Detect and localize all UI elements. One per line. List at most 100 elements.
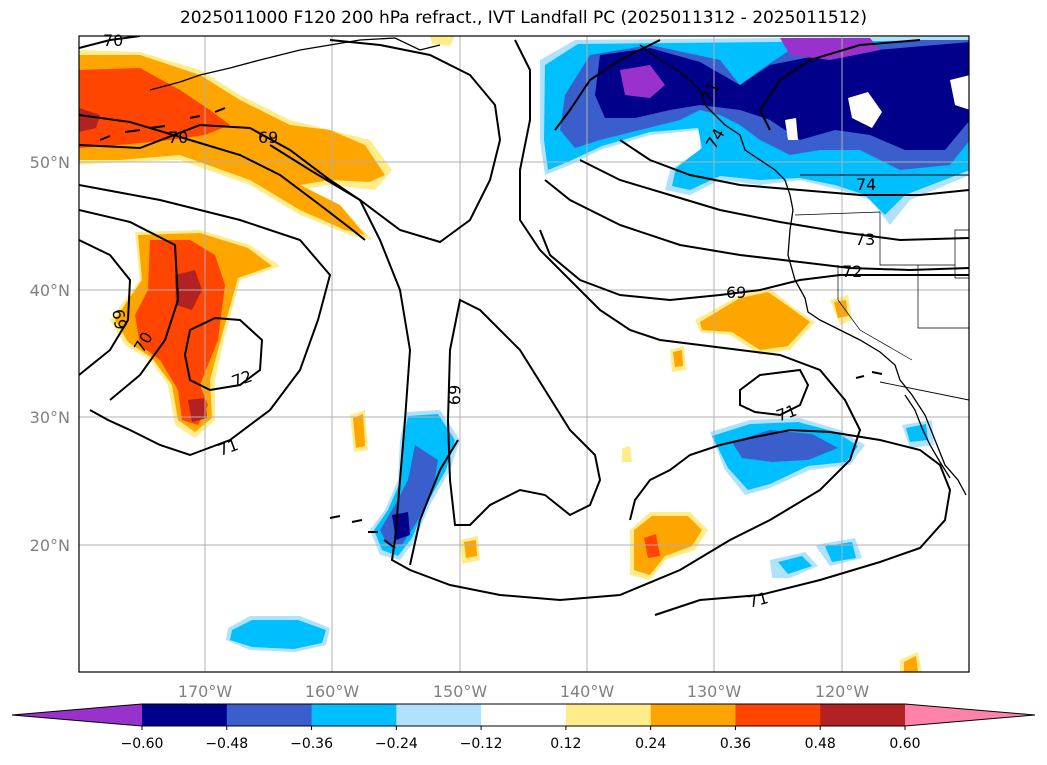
negative-region-ne-4 <box>595 42 969 150</box>
coast-baja <box>904 394 951 479</box>
positive-region-s-5 <box>464 540 477 558</box>
positive-region-n <box>430 36 455 46</box>
contour-73-e <box>579 159 969 242</box>
coast-aleutians <box>99 107 226 141</box>
positive-region-e-2 <box>700 292 810 350</box>
colorbar-segment <box>481 704 567 726</box>
colorbar-tick-label: −0.36 <box>290 736 333 752</box>
contour-70-w <box>79 209 180 401</box>
lat-tick-label: 50°N <box>30 153 70 172</box>
coast-islands <box>329 371 883 549</box>
colorbar-tick-label: 0.60 <box>889 736 920 752</box>
contour-71-w <box>79 184 332 457</box>
contour-label: 70 <box>168 128 188 147</box>
lat-tick-labels: 50°N 40°N 30°N 20°N <box>30 153 70 555</box>
negative-region-s-2 <box>778 556 812 574</box>
contours <box>79 36 969 616</box>
contour-71-s <box>629 428 952 616</box>
positive-region-c-5 <box>904 656 918 672</box>
colorbar-tick-label: 0.48 <box>805 736 836 752</box>
colorbar-segment <box>650 704 736 726</box>
colorbar-tick-label: −0.48 <box>205 736 248 752</box>
negative-region-ne-9 <box>950 75 969 110</box>
lon-tick-labels: 170°W 160°W 150°W 140°W 130°W 120°W <box>178 682 870 701</box>
contour-74-e <box>619 139 969 196</box>
positive-region-e-4 <box>834 300 848 318</box>
contour-71-se <box>409 439 459 566</box>
positive-region-e-6 <box>673 350 683 367</box>
positive-region-w-3 <box>135 240 225 425</box>
colorbar-segment <box>565 704 652 726</box>
border-us-mexico <box>879 381 969 401</box>
colorbar-segment <box>396 704 482 726</box>
colorbar-tick-label: −0.12 <box>460 736 503 752</box>
border-states <box>794 211 969 361</box>
lon-tick-label: 120°W <box>815 682 870 701</box>
coast-alaska <box>149 37 441 91</box>
lat-tick-label: 20°N <box>30 536 70 555</box>
figure-title: 2025011000 F120 200 hPa refract., IVT La… <box>179 8 867 28</box>
colorbar-extend-low <box>12 704 142 726</box>
positive-region-s-3 <box>644 534 660 558</box>
colorbar-segment <box>735 704 821 726</box>
lon-tick-label: 160°W <box>305 682 360 701</box>
colorbar-segment <box>311 704 397 726</box>
lon-tick-label: 130°W <box>687 682 742 701</box>
colorbar: −0.60 −0.48 −0.36 −0.24 −0.12 0.12 0.24 0.36 0.4… <box>11 703 1036 752</box>
lon-tick-label: 170°W <box>178 682 233 701</box>
colorbar-segment <box>226 704 313 726</box>
lat-tick-label: 30°N <box>30 408 70 427</box>
map-frame <box>78 35 970 673</box>
negative-region-se-3 <box>732 430 838 462</box>
contour-69-w <box>79 239 132 376</box>
contour-74-n <box>758 39 921 131</box>
coast-northwest <box>639 44 967 496</box>
lon-tick-label: 150°W <box>433 682 488 701</box>
contour-69-inner <box>446 298 602 526</box>
contour-label: 71 <box>746 588 771 612</box>
contour-label: 74 <box>856 175 876 194</box>
positive-region-w-5 <box>188 398 207 422</box>
contour-label: 69 <box>445 384 465 405</box>
contour-70-north <box>79 36 141 49</box>
contour-label: 69 <box>726 283 746 302</box>
positive-region-c-2 <box>353 414 365 448</box>
contour-label: 70 <box>103 31 123 50</box>
contour-72-w <box>183 316 264 392</box>
colorbar-extend-high <box>905 704 1035 726</box>
contour-label: 73 <box>855 230 875 249</box>
filled-field <box>79 36 969 672</box>
colorbar-tick-label: 0.36 <box>720 736 751 752</box>
negative-region-ne-5 <box>620 65 665 98</box>
colorbar-segment <box>820 704 906 726</box>
positive-region-c-3 <box>622 446 632 462</box>
positive-region-nw-4 <box>79 108 100 132</box>
negative-region-s-4 <box>825 542 856 562</box>
contour-ridge <box>269 39 502 244</box>
contour-label: 72 <box>842 262 862 281</box>
negative-region-ne-7 <box>848 92 882 128</box>
colorbar-tick-label: −0.24 <box>375 736 418 752</box>
colorbar-segment <box>142 704 228 726</box>
colorbar-tick-label: −0.60 <box>121 736 164 752</box>
lat-tick-label: 40°N <box>30 281 70 300</box>
coastlines <box>99 37 969 549</box>
negative-region-ne-8 <box>785 118 798 140</box>
gridlines <box>79 36 969 672</box>
contour-69-oval <box>739 368 810 417</box>
negative-region-ne-6 <box>780 38 880 60</box>
lon-tick-label: 140°W <box>560 682 615 701</box>
colorbar-tick-label: 0.24 <box>635 736 666 752</box>
contour-69 <box>79 39 862 602</box>
contour-label: 69 <box>108 308 130 331</box>
contour-70 <box>79 114 366 241</box>
colorbar-tick-label: 0.12 <box>550 736 581 752</box>
contour-72-e <box>544 179 969 272</box>
negative-region-sw-2 <box>230 620 326 649</box>
contour-label: 69 <box>258 128 278 147</box>
contour-71-e2 <box>539 229 969 302</box>
contour-71-e <box>554 39 661 131</box>
contour-label: 71 <box>215 435 241 460</box>
contour-label: 72 <box>229 366 255 391</box>
